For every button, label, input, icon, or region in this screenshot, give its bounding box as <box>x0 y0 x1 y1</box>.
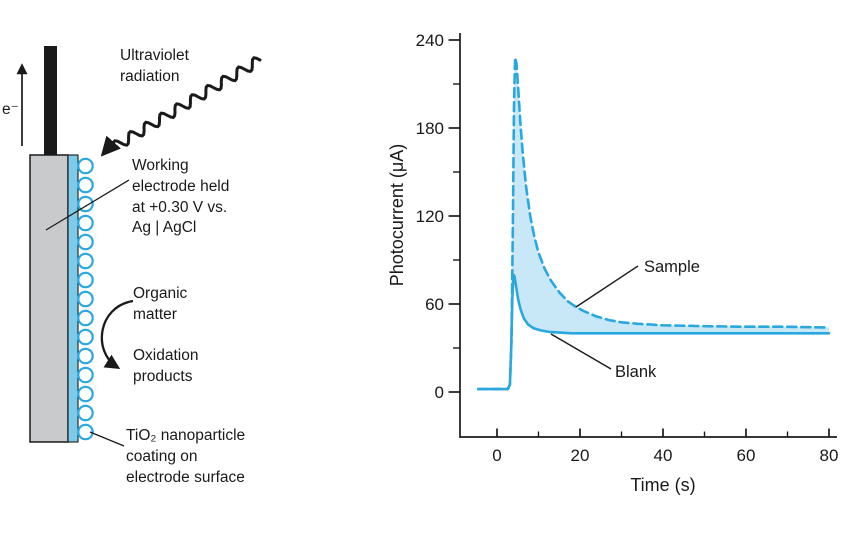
y-tick-label: 240 <box>416 31 444 50</box>
blank-curve <box>477 273 831 391</box>
y-tick-label: 0 <box>435 383 444 402</box>
tio2-coating-label: TiO₂ nanoparticle coating on electrode s… <box>126 427 246 486</box>
x-tick-label: 40 <box>654 446 673 465</box>
shaded-difference-area <box>509 57 829 385</box>
sample-label: Sample <box>644 258 700 276</box>
nanoparticle-circle <box>77 195 94 213</box>
x-tick-label: 60 <box>737 446 756 465</box>
nanoparticle-circle <box>77 233 94 251</box>
nanoparticle-circle <box>77 157 94 175</box>
uv-radiation-label: Ultraviolet radiation <box>120 47 189 85</box>
electrode-lead <box>44 46 57 158</box>
nanoparticle-circle <box>77 252 94 270</box>
blank-label: Blank <box>615 363 657 381</box>
electrode-body <box>29 154 69 443</box>
sample-leader-line <box>575 265 639 308</box>
photocurrent-chart-panel: 0 60 120 180 240 0 20 40 60 80 Time (s) Photocurren… <box>385 10 863 532</box>
y-axis-title: Photocurrent (μA) <box>387 144 407 286</box>
nanoparticle-circle <box>77 366 94 384</box>
oxidation-curved-arrow <box>100 299 134 369</box>
nanoparticle-circle <box>77 328 94 346</box>
nanoparticle-circle <box>77 404 94 422</box>
photocurrent-chart: 0 60 120 180 240 0 20 40 60 80 Time (s) Photocurren… <box>387 31 839 495</box>
tio2-coating-strip <box>67 154 79 443</box>
x-tick-label: 20 <box>571 446 590 465</box>
nanoparticle-circle <box>77 423 94 441</box>
organic-matter-label: Organic matter <box>133 285 188 323</box>
nanoparticle-circle <box>77 271 94 289</box>
oxidation-products-label: Oxidation products <box>133 347 199 385</box>
blank-leader-line <box>550 333 612 370</box>
electrode-schematic <box>16 46 262 447</box>
working-electrode-label: Working electrode held at +0.30 V vs. Ag… <box>132 157 230 237</box>
nanoparticle-circle <box>77 214 94 232</box>
x-tick-label: 0 <box>492 446 501 465</box>
electrode-schematic-panel: e⁻ Ultraviolet radiation Working electro… <box>0 0 385 534</box>
working-electrode-leader-line <box>45 179 130 231</box>
nanoparticle-circles <box>77 157 94 441</box>
x-tick-label: 80 <box>820 446 839 465</box>
nanoparticle-circle <box>77 290 94 308</box>
nanoparticle-circle <box>77 347 94 365</box>
nanoparticle-circle <box>77 385 94 403</box>
tio2-leader-line <box>89 431 125 447</box>
y-tick-label: 60 <box>425 295 444 314</box>
chart-axes <box>459 33 837 438</box>
y-tick-label: 120 <box>416 207 444 226</box>
electron-label: e⁻ <box>2 101 19 118</box>
y-tick-label: 180 <box>416 119 444 138</box>
x-axis-title: Time (s) <box>630 475 695 495</box>
sample-curve <box>477 56 831 391</box>
nanoparticle-circle <box>77 309 94 327</box>
nanoparticle-circle <box>77 176 94 194</box>
uv-radiation-wave-arrow <box>100 56 262 157</box>
